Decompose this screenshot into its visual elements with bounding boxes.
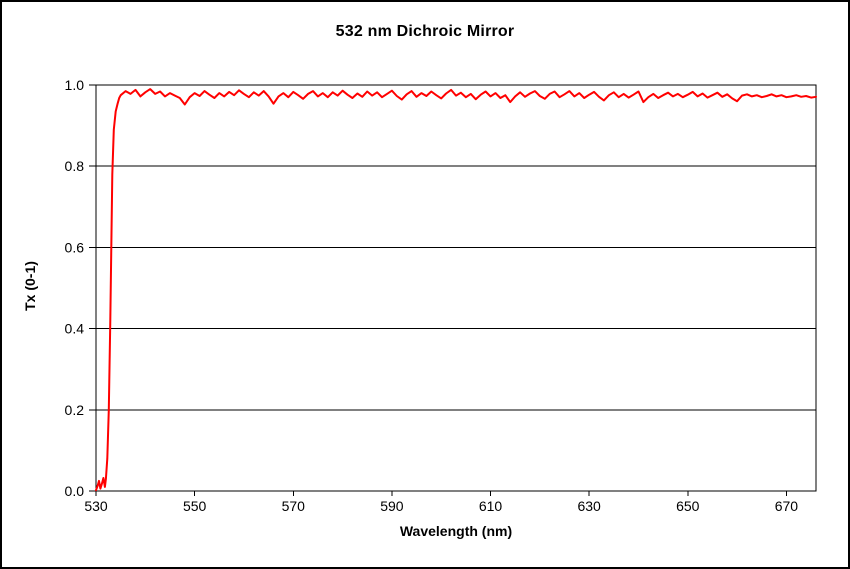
y-tick-label: 1.0 (65, 77, 85, 93)
x-axis-title: Wavelength (nm) (399, 523, 513, 539)
series-line (95, 88, 817, 492)
x-tick-label: 590 (380, 498, 404, 514)
x-tick-label: 670 (775, 498, 799, 514)
chart-title: 532 nm Dichroic Mirror (335, 23, 515, 40)
x-tick-label: 570 (282, 498, 306, 514)
x-tick-label: 650 (676, 498, 700, 514)
y-tick-label: 0.2 (65, 402, 85, 418)
x-tick-label: 610 (479, 498, 503, 514)
y-tick-label: 0.0 (65, 483, 85, 499)
y-axis-title: Tx (0-1) (22, 261, 38, 311)
x-tick-label: 630 (577, 498, 601, 514)
plot-frame (95, 84, 817, 492)
y-tick-label: 0.4 (65, 321, 85, 337)
y-tick-label: 0.8 (65, 158, 85, 174)
x-tick-label: 530 (84, 498, 108, 514)
x-tick-label: 550 (183, 498, 207, 514)
y-tick-label: 0.6 (65, 239, 85, 255)
